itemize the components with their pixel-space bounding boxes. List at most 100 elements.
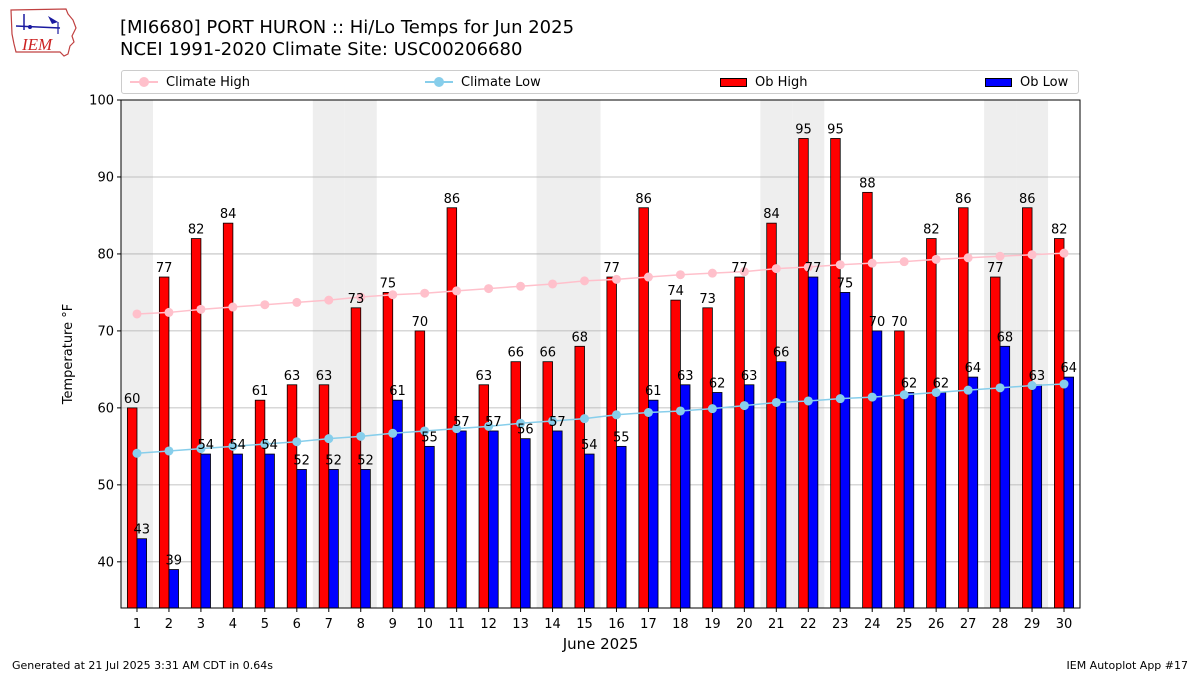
ob-low-label: 70 [869,315,886,330]
climate-high-point [803,262,813,272]
iem-logo: IEM [8,6,82,62]
climate-low-point [611,410,621,420]
ob-high-bar [990,276,1001,609]
x-tick-label: 21 [768,617,785,632]
ob-high-bar [894,330,905,609]
climate-low-point [132,448,142,458]
ob-low-swatch [985,77,1012,87]
ob-high-label: 95 [827,122,844,137]
x-tick-label: 5 [261,617,269,632]
ob-low-label: 54 [261,438,278,453]
climate-low-point [260,439,270,449]
ob-low-bar [1031,384,1043,609]
ob-low-label: 63 [1029,369,1046,384]
ob-high-label: 86 [635,192,652,207]
climate-high-point [643,272,653,282]
x-tick-label: 29 [1024,617,1041,632]
logo-text: IEM [21,35,53,54]
ob-high-bar [286,384,298,609]
climate-low-swatch [425,77,453,87]
ob-low-label: 43 [134,523,151,538]
climate-low-point [228,441,238,451]
legend-climate-low: Climate Low [425,71,541,93]
ob-low-label: 63 [741,369,758,384]
ob-high-label: 77 [731,261,748,276]
y-axis-label: Temperature °F [61,304,76,405]
y-tick-label: 40 [97,555,114,570]
ob-low-bar [1063,376,1075,609]
app-credit: IEM Autoplot App #17 [1066,659,1189,672]
ob-high-label: 77 [603,261,620,276]
ob-high-label: 60 [124,392,141,407]
climate-low-point [1059,379,1069,389]
ob-low-label: 55 [613,430,630,445]
climate-low-point [388,428,398,438]
ob-high-bar [382,292,394,609]
ob-low-bar [360,469,371,609]
legend-ob-high: Ob High [720,71,808,93]
ob-low-label: 54 [197,438,214,453]
x-tick-label: 2 [165,617,173,632]
x-tick-label: 28 [992,617,1009,632]
x-tick-label: 26 [928,617,945,632]
ob-low-bar [680,384,691,609]
ob-high-bar [798,138,809,609]
climate-high-point [963,253,973,263]
ob-high-label: 86 [1019,192,1036,207]
climate-low-point [356,431,366,441]
ob-low-bar [839,292,851,609]
ob-high-bar [414,330,426,609]
x-tick-label: 1 [133,617,141,632]
ob-high-bar [638,207,649,609]
climate-low-point [835,394,845,404]
x-tick-label: 22 [800,617,817,632]
y-tick-label: 90 [97,170,114,185]
climate-low-point [803,396,813,406]
climate-low-point [548,416,558,426]
x-tick-label: 30 [1056,617,1073,632]
climate-high-point [931,254,941,264]
ob-high-bar [702,307,713,609]
legend-ob-low-label: Ob Low [1020,74,1069,90]
x-tick-label: 3 [197,617,205,632]
climate-high-point [324,295,334,305]
ob-high-label: 70 [891,315,908,330]
ob-low-bar [711,392,723,609]
climate-high-point [899,257,909,267]
ob-high-label: 86 [444,192,461,207]
climate-high-point [739,267,749,277]
ob-high-bar [126,407,138,609]
ob-low-label: 63 [677,369,694,384]
x-tick-label: 14 [544,617,561,632]
ob-low-bar [807,276,819,609]
ob-high-label: 66 [539,346,556,361]
climate-low-point [516,418,526,428]
climate-low-point [196,444,206,454]
ob-low-label: 39 [165,554,182,569]
ob-high-bar [190,238,202,609]
x-tick-label: 19 [704,617,721,632]
ob-high-label: 84 [763,207,780,222]
climate-high-swatch [130,77,158,87]
ob-high-label: 88 [859,176,876,191]
ob-low-label: 57 [453,415,470,430]
ob-high-bar [510,361,521,609]
x-tick-label: 12 [480,617,497,632]
ob-low-bar [200,453,211,609]
x-tick-label: 23 [832,617,849,632]
legend-climate-low-label: Climate Low [461,74,541,90]
climate-low-point [771,397,781,407]
climate-high-point [835,260,845,270]
ob-low-label: 68 [997,330,1014,345]
ob-low-bar [456,430,467,609]
ob-low-bar [488,430,499,609]
y-tick-label: 50 [97,478,114,493]
legend-ob-high-label: Ob High [755,74,808,90]
climate-high-point [228,302,238,312]
climate-high-line [136,252,1065,315]
ob-high-swatch [720,77,747,87]
climate-high-point [292,297,302,307]
ob-high-bar [254,399,266,609]
ob-high-label: 63 [476,369,493,384]
